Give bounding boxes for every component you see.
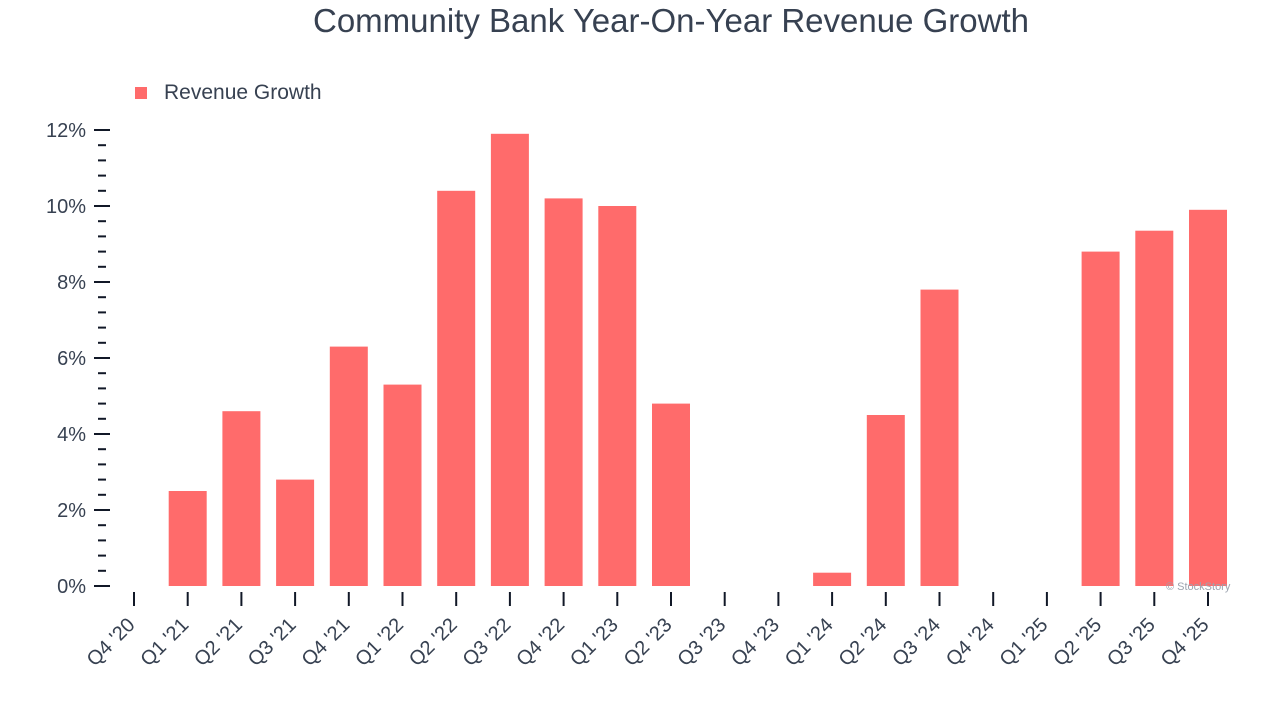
x-tick-label: Q4 '23 [727, 614, 784, 671]
bar [168, 491, 207, 586]
bar [222, 411, 261, 586]
x-tick-label: Q1 '25 [996, 614, 1053, 671]
bar [1135, 230, 1174, 586]
bar [490, 133, 529, 587]
bar [813, 572, 852, 586]
x-tick-label: Q4 '25 [1157, 614, 1214, 671]
bar [329, 346, 368, 586]
x-tick-label: Q1 '21 [136, 614, 193, 671]
bar [652, 403, 690, 586]
x-tick-label: Q3 '21 [244, 614, 301, 671]
legend: Revenue Growth [135, 81, 322, 104]
x-tick-label: Q4 '21 [298, 614, 355, 671]
watermark: © StockStory [1166, 581, 1231, 593]
bars [168, 133, 1227, 587]
y-tick-label: 2% [57, 500, 86, 522]
bar [544, 198, 583, 586]
bar [920, 289, 959, 586]
bar [866, 415, 905, 586]
legend-swatch [135, 87, 147, 99]
x-tick-label: Q3 '25 [1103, 614, 1160, 671]
legend-label: Revenue Growth [164, 81, 322, 104]
x-tick-label: Q4 '20 [83, 614, 140, 671]
x-tick-label: Q2 '25 [1049, 614, 1106, 671]
x-tick-label: Q3 '24 [888, 614, 945, 671]
y-tick-label: 10% [46, 196, 86, 218]
x-tick-label: Q3 '23 [673, 614, 730, 671]
x-tick-label: Q2 '24 [835, 614, 892, 671]
x-tick-label: Q1 '23 [566, 614, 623, 671]
bar [383, 384, 422, 586]
x-tick-label: Q4 '22 [512, 614, 569, 671]
y-tick-label: 6% [57, 348, 86, 370]
y-tick-label: 12% [46, 120, 86, 142]
x-tick-label: Q4 '24 [942, 614, 999, 671]
y-tick-label: 8% [57, 272, 86, 294]
bar [1189, 209, 1227, 587]
x-tick-label: Q1 '24 [781, 614, 838, 671]
bar [437, 190, 476, 587]
x-tick-label: Q2 '23 [620, 614, 677, 671]
x-tick-label: Q2 '22 [405, 614, 462, 671]
bar [276, 479, 315, 586]
x-tick-label: Q1 '22 [351, 614, 408, 671]
x-tick-label: Q3 '22 [459, 614, 516, 671]
chart-title: Community Bank Year-On-Year Revenue Grow… [313, 2, 1029, 39]
bar [598, 206, 637, 586]
y-tick-label: 0% [57, 576, 86, 598]
y-axis: 0% 2% 4% 6% 8% 10% 12% [46, 120, 110, 598]
x-tick-label: Q2 '21 [190, 614, 247, 671]
y-tick-label: 4% [57, 424, 86, 446]
bar [1081, 251, 1120, 586]
